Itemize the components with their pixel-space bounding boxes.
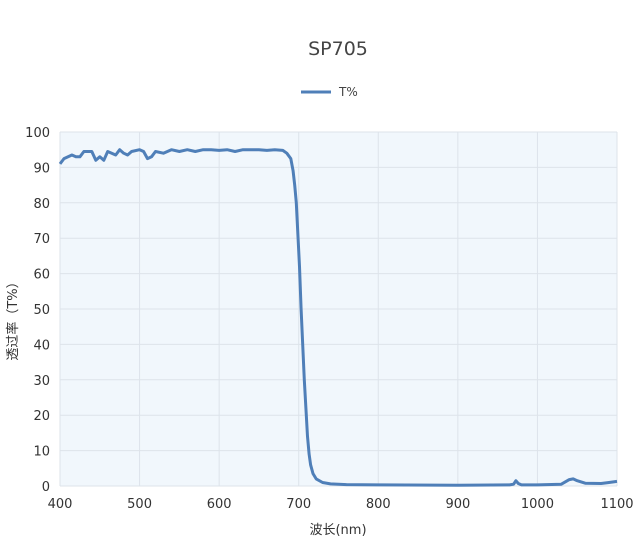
y-tick-label: 0 (42, 480, 50, 495)
y-tick-label: 80 (33, 197, 50, 212)
y-tick-label: 40 (33, 338, 50, 353)
y-tick-label: 100 (25, 126, 50, 141)
x-tick-label: 600 (207, 497, 232, 512)
x-tick-label: 700 (286, 497, 311, 512)
x-tick-label: 900 (445, 497, 470, 512)
y-axis-label: 透过率（T%） (5, 275, 21, 360)
y-tick-label: 10 (33, 445, 50, 460)
y-tick-label: 30 (33, 374, 50, 389)
x-tick-label: 800 (366, 497, 391, 512)
y-tick-label: 60 (33, 268, 50, 283)
y-tick-label: 90 (33, 161, 50, 176)
x-tick-label: 1100 (600, 497, 633, 512)
x-axis-label: 波长(nm) (309, 523, 366, 538)
x-tick-label: 400 (48, 497, 73, 512)
legend[interactable]: T% (301, 85, 358, 99)
y-tick-label: 20 (33, 409, 50, 424)
x-tick-label: 1000 (521, 497, 554, 512)
y-tick-label: 50 (33, 303, 50, 318)
chart-title: SP705 (308, 38, 368, 60)
y-tick-label: 70 (33, 232, 50, 247)
legend-label: T% (338, 85, 358, 99)
series-line-t-percent (58, 148, 618, 487)
x-tick-label: 500 (127, 497, 152, 512)
